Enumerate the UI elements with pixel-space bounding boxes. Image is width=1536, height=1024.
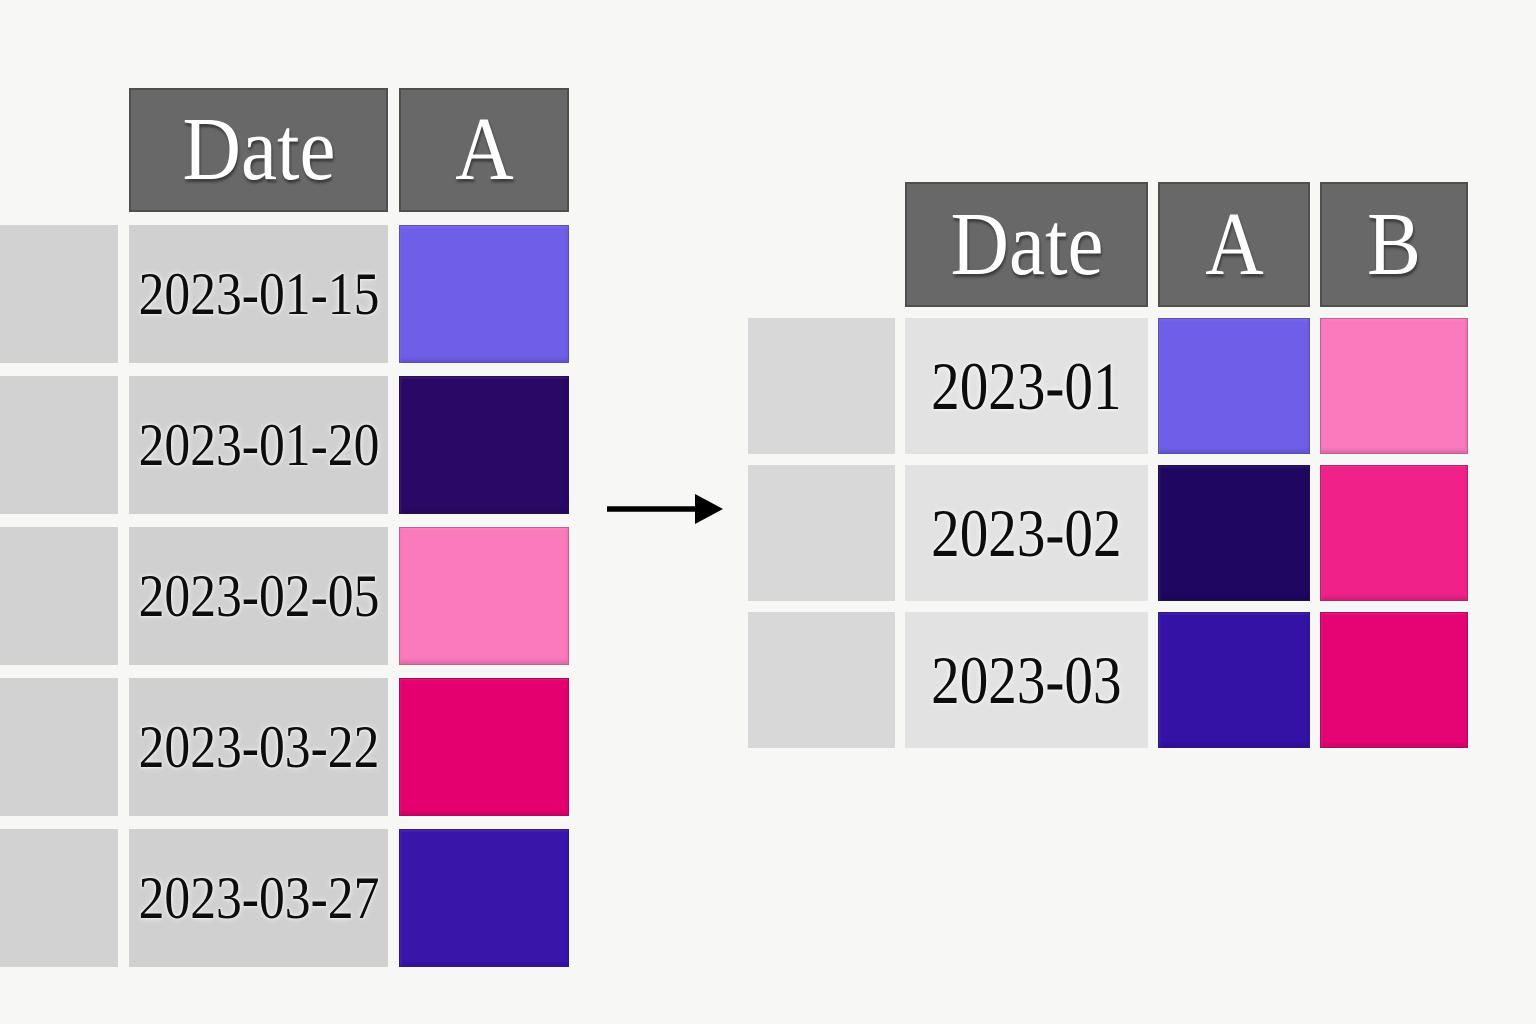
daily-value-swatch-a bbox=[399, 678, 569, 816]
monthly-date-text: 2023-02 bbox=[931, 495, 1122, 571]
daily-value-swatch-a bbox=[399, 829, 569, 967]
daily-date-text: 2023-01-20 bbox=[138, 412, 379, 478]
monthly-header-a-label: A bbox=[1204, 194, 1264, 294]
daily-date-text: 2023-02-05 bbox=[138, 563, 379, 629]
daily-header-date-label: Date bbox=[182, 100, 335, 199]
monthly-value-swatch-a bbox=[1158, 465, 1310, 601]
monthly-date-cell: 2023-02 bbox=[905, 465, 1148, 601]
daily-value-swatch-a bbox=[399, 527, 569, 665]
monthly-header-a: A bbox=[1158, 182, 1310, 307]
daily-value-swatch-a bbox=[399, 225, 569, 363]
monthly-header-date-label: Date bbox=[950, 194, 1103, 294]
monthly-date-text: 2023-01 bbox=[931, 348, 1122, 424]
monthly-table: Date A B 2023-01 2023-02 2023-03 bbox=[748, 182, 1468, 748]
daily-date-text: 2023-01-15 bbox=[138, 261, 379, 327]
daily-date-text: 2023-03-27 bbox=[138, 865, 379, 931]
monthly-header-date: Date bbox=[905, 182, 1148, 307]
daily-date-cell: 2023-01-20 bbox=[129, 376, 388, 514]
monthly-value-swatch-b bbox=[1320, 318, 1468, 454]
monthly-date-text: 2023-03 bbox=[931, 642, 1122, 718]
daily-header-a: A bbox=[399, 88, 569, 212]
daily-index-cell bbox=[0, 225, 118, 363]
daily-value-swatch-a bbox=[399, 376, 569, 514]
daily-index-cell bbox=[0, 678, 118, 816]
monthly-header-b-label: B bbox=[1366, 194, 1422, 294]
monthly-value-swatch-a bbox=[1158, 318, 1310, 454]
daily-date-cell: 2023-03-22 bbox=[129, 678, 388, 816]
monthly-header-b: B bbox=[1320, 182, 1468, 307]
daily-index-cell bbox=[0, 527, 118, 665]
monthly-date-cell: 2023-03 bbox=[905, 612, 1148, 748]
monthly-date-cell: 2023-01 bbox=[905, 318, 1148, 454]
daily-header-date: Date bbox=[129, 88, 388, 212]
monthly-value-swatch-b bbox=[1320, 465, 1468, 601]
daily-index-cell bbox=[0, 376, 118, 514]
daily-date-cell: 2023-02-05 bbox=[129, 527, 388, 665]
monthly-index-cell bbox=[748, 318, 895, 454]
monthly-value-swatch-a bbox=[1158, 612, 1310, 748]
daily-header-a-label: A bbox=[454, 100, 514, 199]
daily-date-cell: 2023-01-15 bbox=[129, 225, 388, 363]
daily-date-cell: 2023-03-27 bbox=[129, 829, 388, 967]
monthly-value-swatch-b bbox=[1320, 612, 1468, 748]
daily-date-text: 2023-03-22 bbox=[138, 714, 379, 780]
transform-arrow-icon bbox=[603, 482, 728, 537]
daily-index-cell bbox=[0, 829, 118, 967]
monthly-index-cell bbox=[748, 465, 895, 601]
daily-index-header-spacer bbox=[0, 88, 118, 212]
monthly-index-cell bbox=[748, 612, 895, 748]
monthly-index-header-spacer bbox=[748, 182, 895, 307]
daily-table: Date A 2023-01-15 2023-01-20 2023-02-05 … bbox=[0, 88, 569, 967]
